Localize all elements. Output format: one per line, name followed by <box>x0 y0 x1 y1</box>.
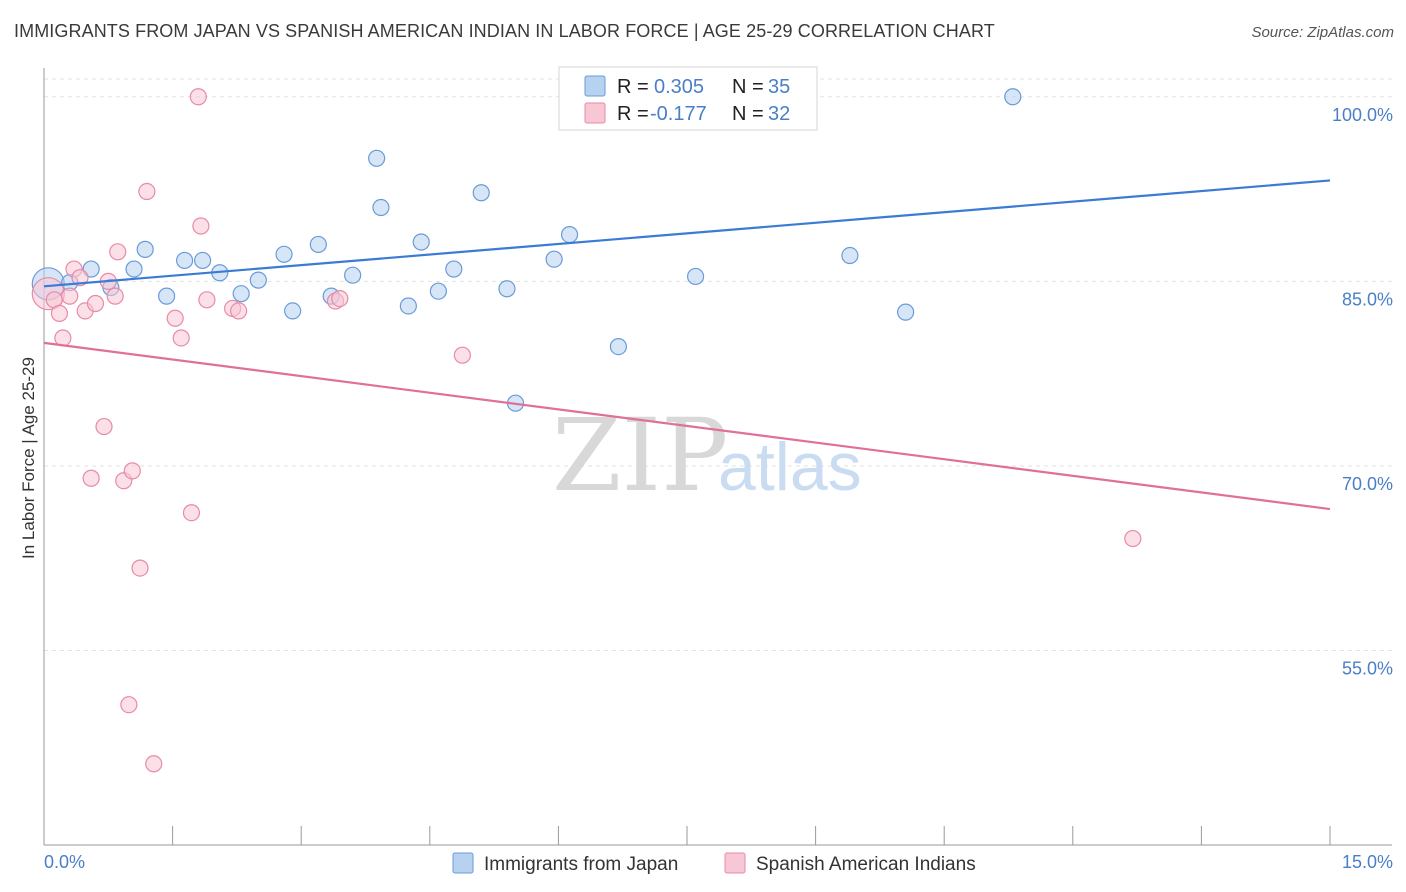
y-tick-label: 55.0% <box>1342 659 1393 679</box>
point-spanish <box>109 243 127 261</box>
point-spanish <box>50 304 69 322</box>
y-tick-label: 100.0% <box>1332 105 1393 125</box>
gridlines <box>44 78 1392 652</box>
point-spanish <box>331 289 349 308</box>
chart-title: IMMIGRANTS FROM JAPAN VS SPANISH AMERICA… <box>14 21 995 41</box>
point-japan <box>445 260 463 278</box>
point-japan <box>545 250 563 268</box>
axes <box>43 68 1392 846</box>
point-spanish <box>192 217 210 235</box>
legend-n-value-2: 32 <box>768 103 790 125</box>
y-axis-label: In Labor Force | Age 25-29 <box>19 357 38 559</box>
source-label: Source: ZipAtlas.com <box>1251 24 1394 41</box>
point-spanish <box>120 696 138 714</box>
legend-n-label-2: N = <box>732 103 764 125</box>
trend-line-spanish <box>43 341 1331 511</box>
point-spanish <box>138 182 156 201</box>
series-legend-swatch-spanish <box>724 852 746 874</box>
point-japan <box>372 198 390 217</box>
point-japan <box>498 280 516 298</box>
legend-r-label-2: R = <box>617 103 649 125</box>
point-japan <box>897 303 915 321</box>
legend-n-value-1: 35 <box>768 76 790 98</box>
point-japan <box>1004 88 1022 106</box>
legend-n-label-1: N = <box>732 76 764 98</box>
point-spanish <box>145 755 163 773</box>
point-japan <box>275 245 293 263</box>
x-tick-labels: 0.0% 15.0% <box>44 852 1393 872</box>
correlation-legend: R = 0.305 N = 35 R = -0.177 N = 32 <box>558 66 818 131</box>
series-legend-label-japan: Immigrants from Japan <box>484 854 678 875</box>
trend-lines <box>43 179 1331 511</box>
point-japan <box>284 302 302 320</box>
point-japan <box>125 260 143 278</box>
point-spanish <box>131 559 149 577</box>
watermark-zip: ZIP <box>552 397 728 514</box>
legend-r-label-1: R = <box>617 76 649 98</box>
y-tick-labels: 55.0% 70.0% 85.0% 100.0% <box>1332 105 1393 679</box>
point-spanish <box>182 504 201 522</box>
point-japan <box>429 282 447 300</box>
series-points <box>31 88 1142 773</box>
x-tick-label-max: 15.0% <box>1342 852 1393 872</box>
point-spanish <box>198 291 216 309</box>
point-spanish <box>172 329 190 347</box>
point-japan <box>412 233 430 251</box>
point-spanish <box>123 462 141 480</box>
trend-line-japan <box>43 179 1331 288</box>
point-spanish <box>189 88 207 106</box>
point-japan <box>560 225 579 244</box>
point-japan <box>368 149 386 167</box>
legend-swatch-spanish <box>584 102 606 124</box>
point-japan <box>686 267 705 286</box>
point-spanish <box>71 269 89 287</box>
point-japan <box>232 285 250 303</box>
point-japan <box>136 240 154 258</box>
legend-r-value-1: 0.305 <box>654 76 704 98</box>
point-spanish <box>453 346 471 364</box>
point-japan <box>194 251 212 270</box>
watermark: ZIP atlas <box>552 397 862 514</box>
point-japan <box>157 287 176 305</box>
y-tick-label: 70.0% <box>1342 474 1393 494</box>
point-spanish <box>86 294 105 313</box>
point-spanish <box>230 302 248 320</box>
point-japan <box>344 266 362 284</box>
y-tick-label: 85.0% <box>1342 289 1393 309</box>
point-japan <box>472 184 490 202</box>
point-spanish <box>82 469 100 487</box>
point-japan <box>841 246 859 265</box>
point-japan <box>399 297 417 315</box>
point-spanish <box>106 287 124 305</box>
point-spanish <box>61 287 79 305</box>
series-legend-swatch-japan <box>452 852 474 874</box>
series-legend-label-spanish: Spanish American Indians <box>756 854 976 875</box>
legend-r-value-2: -0.177 <box>650 103 707 125</box>
point-spanish <box>166 309 184 327</box>
point-japan <box>176 251 194 270</box>
point-japan <box>309 235 327 254</box>
point-japan <box>609 337 628 356</box>
point-japan <box>249 271 267 289</box>
legend-swatch-japan <box>584 75 606 97</box>
x-tick-label-min: 0.0% <box>44 852 85 872</box>
watermark-atlas: atlas <box>718 429 862 505</box>
point-spanish <box>1124 529 1142 548</box>
series-legend: Immigrants from Japan Spanish American I… <box>452 852 976 875</box>
point-spanish <box>95 417 113 436</box>
